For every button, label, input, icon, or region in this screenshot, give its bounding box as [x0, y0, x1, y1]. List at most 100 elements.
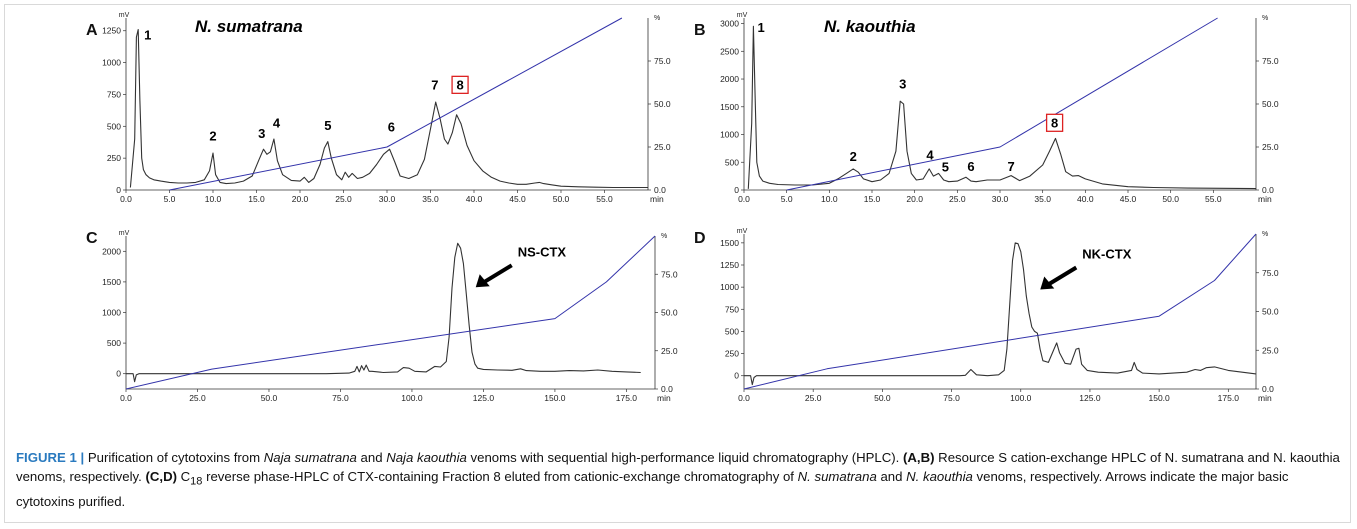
y2-tick-label: 75.0 — [1262, 268, 1279, 278]
x-tick-label: 35.0 — [422, 194, 439, 204]
y-tick-label: 1500 — [720, 102, 739, 112]
peak-label: 4 — [273, 116, 281, 131]
peak-label-box — [1045, 113, 1064, 132]
y2-tick-label: 25.0 — [1262, 345, 1279, 355]
y2-tick-label: 25.0 — [661, 346, 678, 356]
gradient-line — [169, 17, 623, 191]
x-tick-label: 30.0 — [992, 194, 1009, 204]
y-unit-label: mV — [737, 228, 748, 235]
chromatogram-trace — [747, 25, 1257, 190]
figure-frame — [4, 4, 1351, 523]
caption-text: reverse phase-HPLC of CTX-containing Fra… — [202, 469, 798, 484]
x-tick-label: 55.0 — [596, 194, 613, 204]
x-tick-label: 40.0 — [466, 194, 483, 204]
chart-a: 0.0 5.0 10.0 15.0 20.0 25.0 30.0 35.0 40.0 45.0 50… — [102, 12, 671, 204]
gradient-line — [743, 233, 1257, 390]
caption-species: Naja kaouthia — [386, 450, 467, 465]
arrow-icon — [1040, 276, 1055, 290]
x-tick-label: 100.0 — [401, 393, 423, 403]
y-tick-label: 1000 — [102, 58, 121, 68]
y2-tick-label: 0.0 — [654, 185, 666, 195]
x-tick-label: 100.0 — [1010, 393, 1032, 403]
peak-label-text: NK-CTX — [1082, 246, 1131, 261]
x-tick-label: 25.0 — [189, 393, 206, 403]
panel-label-a: A — [86, 22, 98, 39]
x-tick-label: 15.0 — [864, 194, 881, 204]
x-tick-label: 75.0 — [943, 393, 960, 403]
peak-label: 5 — [324, 118, 331, 133]
panel-label-c: C — [86, 230, 98, 247]
arrow-icon — [1047, 265, 1078, 287]
caption-panel-ref: (C,D) — [145, 469, 177, 484]
y-tick-label: 500 — [725, 326, 739, 336]
chart-d: 0.0 25.0 50.0 75.0 100.0 125.0 150.0 175.0 min 0 2… — [720, 228, 1279, 403]
x-tick-label: 55.0 — [1205, 194, 1222, 204]
gradient-line — [786, 17, 1218, 191]
x-unit-label: min — [1258, 194, 1272, 204]
peak-label: 2 — [850, 149, 857, 164]
x-tick-label: 150.0 — [544, 393, 566, 403]
x-tick-label: 150.0 — [1148, 393, 1170, 403]
y-tick-label: 1000 — [720, 282, 739, 292]
y-tick-label: 250 — [107, 153, 121, 163]
x-tick-label: 25.0 — [335, 194, 352, 204]
y-tick-label: 0 — [116, 185, 121, 195]
figure-label: FIGURE 1 | — [16, 450, 85, 465]
y2-unit-label: % — [1262, 231, 1268, 238]
y-tick-label: 2000 — [720, 74, 739, 84]
x-unit-label: min — [657, 393, 671, 403]
peak-label: 4 — [926, 147, 934, 162]
caption-species: Naja sumatrana — [263, 450, 357, 465]
y2-tick-label: 75.0 — [661, 269, 678, 279]
peak-label: 1 — [144, 28, 151, 43]
caption-text: C — [176, 469, 191, 484]
x-tick-label: 50.0 — [874, 393, 891, 403]
peak-label: 6 — [967, 159, 974, 174]
caption-text: and — [876, 469, 907, 484]
x-tick-label: 50.0 — [261, 393, 278, 403]
x-tick-label: 25.0 — [805, 393, 822, 403]
x-tick-label: 75.0 — [332, 393, 349, 403]
y2-tick-label: 50.0 — [1262, 99, 1279, 109]
gradient-line — [125, 235, 656, 390]
y2-tick-label: 0.0 — [661, 384, 673, 394]
y-tick-label: 2000 — [102, 246, 121, 256]
x-tick-label: 50.0 — [553, 194, 570, 204]
x-unit-label: min — [1258, 393, 1272, 403]
y-tick-label: 1250 — [720, 260, 739, 270]
peak-label: 2 — [209, 128, 216, 143]
arrow-icon — [475, 274, 490, 288]
y2-tick-label: 75.0 — [1262, 56, 1279, 66]
caption-species: N. sumatrana — [797, 469, 877, 484]
x-tick-label: 0.0 — [120, 194, 132, 204]
y2-tick-label: 25.0 — [1262, 142, 1279, 152]
x-tick-label: 50.0 — [1162, 194, 1179, 204]
x-tick-label: 5.0 — [164, 194, 176, 204]
x-tick-label: 15.0 — [248, 194, 265, 204]
x-tick-label: 45.0 — [1120, 194, 1137, 204]
y2-tick-label: 75.0 — [654, 56, 671, 66]
panel-b: 0.0 5.0 10.0 15.0 20.0 25.0 30.0 35.0 40.0 45.0 50… — [704, 12, 1304, 212]
x-tick-label: 0.0 — [120, 393, 132, 403]
y-tick-label: 500 — [107, 121, 121, 131]
peak-label-text: NS-CTX — [518, 244, 567, 259]
y-tick-label: 1000 — [720, 130, 739, 140]
chart-b: 0.0 5.0 10.0 15.0 20.0 25.0 30.0 35.0 40.0 45.0 50… — [720, 12, 1279, 204]
y-tick-label: 750 — [107, 89, 121, 99]
y-tick-label: 1250 — [102, 26, 121, 36]
caption-subscript: 18 — [190, 475, 203, 488]
peak-label: 7 — [1007, 159, 1014, 174]
y-tick-label: 3000 — [720, 19, 739, 29]
y2-tick-label: 25.0 — [654, 142, 671, 152]
x-tick-label: 125.0 — [473, 393, 495, 403]
y2-tick-label: 50.0 — [1262, 307, 1279, 317]
x-tick-label: 125.0 — [1079, 393, 1101, 403]
panel-c: 0.0 25.0 50.0 75.0 100.0 125.0 150.0 175.0 min 0 5… — [100, 226, 700, 416]
chart-title: N. sumatrana — [195, 17, 303, 36]
caption-text: venoms, respectively. Arrows indicate th… — [16, 469, 1289, 509]
chromatogram-trace — [744, 242, 1257, 386]
y2-tick-label: 50.0 — [661, 308, 678, 318]
x-tick-label: 30.0 — [379, 194, 396, 204]
y-tick-label: 0 — [734, 185, 739, 195]
x-tick-label: 40.0 — [1077, 194, 1094, 204]
